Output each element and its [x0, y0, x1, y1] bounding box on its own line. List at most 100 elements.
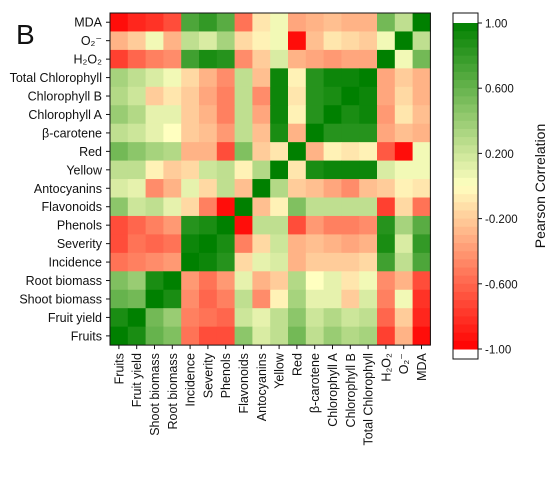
heatmap-cell	[270, 105, 289, 125]
heatmap-cell	[163, 326, 182, 346]
row-label: Chlorophyll A	[28, 108, 102, 122]
heatmap-cell	[163, 289, 182, 309]
column-label: Chlorophyll B	[344, 353, 358, 427]
column-label: Incidence	[184, 353, 198, 407]
heatmap-cell	[394, 49, 413, 69]
heatmap-cell	[199, 326, 218, 346]
heatmap-cell	[145, 160, 164, 180]
heatmap-cell	[110, 308, 129, 328]
colorbar-step	[453, 63, 478, 73]
colorbar-tick-label: 1.00	[485, 19, 507, 31]
row-label: Severity	[57, 237, 103, 251]
heatmap-cell	[145, 31, 164, 51]
heatmap-cell	[127, 289, 146, 309]
heatmap-cell	[163, 68, 182, 88]
heatmap-cell	[127, 142, 146, 161]
heatmap-cell	[234, 31, 253, 51]
heatmap-cell	[323, 252, 342, 272]
colorbar-step	[453, 161, 478, 171]
heatmap-cell	[270, 308, 289, 328]
heatmap-cell	[377, 31, 396, 51]
heatmap-cell	[110, 31, 129, 51]
heatmap-cell	[323, 215, 342, 235]
heatmap-cell	[305, 13, 324, 32]
heatmap-cell	[199, 68, 218, 88]
colorbar-step	[453, 39, 478, 48]
heatmap-cell	[270, 289, 289, 309]
heatmap-cell	[270, 179, 289, 198]
heatmap-cell	[234, 308, 253, 328]
heatmap-cell	[305, 49, 324, 69]
heatmap-cell	[252, 105, 271, 125]
heatmap-cell	[145, 252, 164, 272]
heatmap-cell	[270, 49, 289, 69]
heatmap-cell	[288, 49, 307, 69]
column-label: Total Chlorophyll	[362, 353, 376, 445]
colorbar-tick-label: -0.200	[485, 214, 518, 226]
row-label: O₂⁻	[81, 34, 102, 48]
heatmap-cell	[359, 179, 378, 198]
heatmap-cell	[412, 31, 431, 51]
heatmap-cell	[412, 197, 431, 217]
heatmap-cell	[234, 142, 253, 161]
heatmap-cell	[394, 105, 413, 125]
colorbar-step	[453, 80, 478, 89]
heatmap-cell	[252, 326, 271, 346]
column-label: O₂⁻	[397, 353, 411, 374]
heatmap-cell	[394, 31, 413, 51]
heatmap-cell	[412, 160, 431, 180]
heatmap-cell	[110, 326, 129, 346]
heatmap-cell	[288, 86, 307, 106]
heatmap-frame	[109, 12, 431, 346]
colorbar-step	[453, 137, 478, 146]
heatmap-cell	[110, 13, 129, 32]
heatmap-cell	[181, 215, 200, 235]
heatmap-cell	[412, 13, 431, 32]
colorbar-step	[453, 120, 478, 130]
row-label: Fruits	[71, 329, 102, 343]
heatmap-cell	[341, 49, 360, 69]
row-label: Fruit yield	[48, 311, 102, 325]
heatmap-cell	[252, 215, 271, 235]
column-label: Fruits	[112, 353, 126, 384]
heatmap-cell	[270, 13, 289, 32]
column-label: Root biomass	[166, 353, 180, 429]
heatmap-cell	[181, 86, 200, 106]
heatmap-cell	[341, 179, 360, 198]
heatmap-cell	[127, 31, 146, 51]
colorbar-step	[453, 316, 478, 326]
heatmap-cell	[181, 197, 200, 217]
heatmap-cell	[359, 197, 378, 217]
heatmap-cell	[305, 326, 324, 346]
heatmap-cell	[145, 234, 164, 254]
heatmap-cell	[234, 160, 253, 180]
panel-label: B	[16, 19, 35, 50]
colorbar-step	[453, 210, 478, 220]
heatmap-cell	[412, 326, 431, 346]
heatmap-cell	[305, 197, 324, 217]
heatmap-cell	[305, 31, 324, 51]
heatmap-cell	[199, 123, 218, 143]
heatmap-cell	[305, 308, 324, 328]
heatmap-cell	[252, 13, 271, 32]
heatmap-cell	[110, 252, 129, 272]
heatmap-cell	[377, 123, 396, 143]
colorbar-step	[453, 71, 478, 81]
heatmap-cell	[252, 289, 271, 309]
heatmap-cell	[216, 160, 235, 180]
heatmap-cell	[394, 123, 413, 143]
column-label: MDA	[415, 352, 429, 380]
heatmap-cell	[163, 197, 182, 217]
heatmap-cell	[341, 31, 360, 51]
heatmap-cell	[377, 215, 396, 235]
heatmap-cell	[252, 160, 271, 180]
column-label: H₂O₂	[379, 353, 393, 382]
colorbar-cap	[453, 349, 478, 359]
heatmap-cell	[234, 86, 253, 106]
heatmap-cell	[234, 197, 253, 217]
heatmap-cell	[288, 68, 307, 88]
heatmap-cell	[341, 252, 360, 272]
heatmap-cell	[341, 86, 360, 106]
heatmap-cell	[270, 271, 289, 291]
heatmap-cell	[181, 308, 200, 328]
